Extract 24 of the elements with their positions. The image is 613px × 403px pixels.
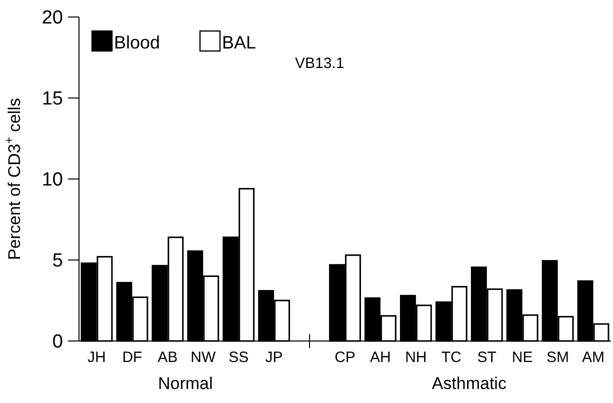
y-tick-label: 0	[52, 332, 63, 353]
text: VB13.1	[295, 55, 344, 72]
x-tick-label: SS	[228, 349, 249, 366]
legend-label: Blood	[114, 32, 160, 52]
x-tick-label: ST	[477, 349, 496, 366]
x-tick-label: AH	[370, 349, 391, 366]
x-tick-label: JH	[88, 349, 106, 366]
x-tick-label: TC	[441, 349, 462, 366]
text: Asthmatic	[432, 374, 507, 393]
legend-label: BAL	[222, 32, 256, 52]
y-tick-label: 5	[52, 250, 63, 272]
x-tick-label: JP	[265, 349, 283, 366]
text: Normal	[158, 374, 213, 393]
y-tick-label: 10	[42, 170, 63, 191]
x-tick-label: NE	[512, 349, 533, 366]
x-tick-label: DF	[122, 349, 142, 366]
y-tick-label: 15	[42, 88, 63, 110]
x-tick-label: AM	[582, 349, 605, 366]
x-tick-label: SM	[546, 349, 570, 366]
x-tick-label: NH	[405, 349, 427, 366]
x-tick-label: AB	[158, 349, 178, 366]
x-tick-label: CP	[334, 349, 356, 366]
x-tick-label: NW	[190, 349, 216, 366]
y-tick-label: 20	[42, 8, 63, 29]
